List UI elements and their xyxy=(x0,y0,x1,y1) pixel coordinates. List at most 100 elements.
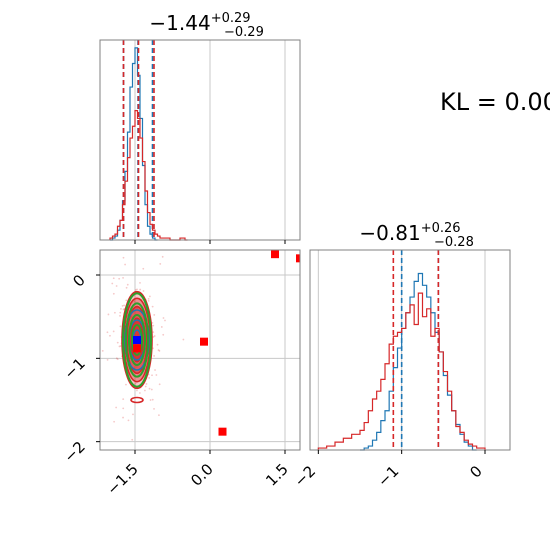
joint-sample-point xyxy=(123,304,126,307)
marginal-y-xtick-label-0: −2 xyxy=(291,462,319,490)
joint-sample-point xyxy=(118,345,121,348)
joint-sample-point xyxy=(158,231,160,233)
joint-marker-3 xyxy=(218,427,227,436)
marginal-y-title: −0.81+0.26 xyxy=(359,221,460,245)
joint-sample-point xyxy=(107,313,110,316)
joint-marker-4 xyxy=(271,250,279,259)
joint-sample-point xyxy=(148,387,151,390)
joint-sample-point xyxy=(151,398,154,401)
joint-plot-area xyxy=(77,231,300,505)
marginal-x-series-red-bars xyxy=(109,109,188,241)
joint-sample-point xyxy=(115,357,118,360)
joint-sample-point xyxy=(158,414,160,417)
marginal-y-xtick-label-2: 0 xyxy=(466,462,485,481)
joint-sample-point xyxy=(124,263,126,266)
joint-sample-point xyxy=(142,267,145,270)
marginal-x-series-blue-bars xyxy=(110,47,158,241)
joint-sample-point xyxy=(162,333,165,336)
joint-marker-2 xyxy=(200,337,208,346)
joint-sample-point xyxy=(120,308,122,310)
joint-ytick-label-2: −2 xyxy=(60,438,88,466)
joint-sample-point xyxy=(111,282,114,285)
joint-sample-point xyxy=(131,438,134,441)
joint-sample-point xyxy=(157,349,160,351)
joint-sample-point xyxy=(132,503,134,505)
joint-sample-point xyxy=(122,256,125,259)
joint-sample-point xyxy=(119,314,121,317)
joint-ytick-label-1: −1 xyxy=(60,354,88,382)
joint-sample-point xyxy=(162,317,165,319)
joint-sample-point xyxy=(153,407,155,410)
joint-sample-point xyxy=(153,314,156,316)
joint-sample-point xyxy=(119,345,122,347)
marginal-y-xtick-label-1: −1 xyxy=(374,462,402,490)
joint-sample-point xyxy=(156,343,159,346)
joint-sample-point xyxy=(145,383,148,385)
joint-sample-point xyxy=(148,295,151,298)
joint-sample-point xyxy=(115,285,118,287)
joint-sample-point xyxy=(127,419,130,422)
joint-ytick-label-0: 0 xyxy=(69,271,88,290)
joint-sample-point xyxy=(158,383,161,386)
joint-sample-point xyxy=(122,407,125,410)
joint-sample-point xyxy=(161,255,164,258)
joint-sample-point xyxy=(155,374,158,376)
joint-sample-point xyxy=(112,277,115,280)
joint-sample-point xyxy=(77,292,79,294)
marginal-y-series-red-bars xyxy=(317,292,486,450)
joint-sample-point xyxy=(118,277,121,280)
joint-sample-point xyxy=(158,350,161,352)
marginal-x-histogram xyxy=(99,39,301,244)
green-contour-2 xyxy=(125,302,149,378)
joint-marker-0 xyxy=(133,336,141,344)
kl-divergence-label: KL = 0.00 xyxy=(440,88,550,116)
joint-sample-point xyxy=(149,399,152,401)
joint-sample-point xyxy=(153,335,156,337)
joint-sample-point xyxy=(154,369,156,371)
joint-sample-point xyxy=(160,326,163,328)
joint-sample-point xyxy=(134,382,137,385)
marginal-x-frame xyxy=(99,39,301,241)
joint-sample-point xyxy=(151,374,153,377)
joint-xtick-label-2: 1.5 xyxy=(262,460,292,490)
joint-sample-point xyxy=(139,288,142,291)
joint-sample-point xyxy=(139,281,141,284)
marginal-y-title-upper: +0.26 xyxy=(421,221,461,236)
joint-sample-point xyxy=(136,288,138,291)
joint-sample-point xyxy=(125,299,128,302)
joint-sample-point xyxy=(112,330,115,333)
joint-sample-point xyxy=(106,331,109,334)
joint-sample-point xyxy=(112,292,115,295)
red-contour-island xyxy=(130,396,144,404)
joint-sample-point xyxy=(164,319,166,322)
joint-sample-point xyxy=(101,349,104,352)
marginal-x-title-lower: −0.29 xyxy=(224,25,264,40)
joint-sample-point xyxy=(122,308,125,311)
joint-sample-point xyxy=(144,389,146,392)
joint-sample-point xyxy=(134,289,137,291)
joint-sample-point xyxy=(142,290,145,292)
marginal-x-title: −1.44+0.29 xyxy=(149,11,250,35)
marginal-y-frame xyxy=(309,249,511,451)
joint-sample-point xyxy=(147,297,150,300)
joint-sample-point xyxy=(116,358,119,361)
joint-sample-point xyxy=(150,388,153,391)
joint-frame xyxy=(99,249,301,451)
green-contour-3 xyxy=(122,292,152,388)
joint-sample-point xyxy=(113,311,116,314)
joint-xtick-label-0: −1.5 xyxy=(103,460,141,498)
joint-sample-point xyxy=(119,325,122,328)
joint-sample-point xyxy=(116,341,119,344)
joint-sample-point xyxy=(126,283,129,286)
joint-sample-point xyxy=(144,385,147,388)
joint-contour-plot: −1.5 0.0 1.5 0 −1 −2 xyxy=(60,231,301,505)
marginal-x-title-value: −1.44 xyxy=(149,11,210,35)
marginal-x-title-upper: +0.29 xyxy=(211,11,251,26)
joint-sample-point xyxy=(109,334,111,337)
joint-sample-point xyxy=(119,311,122,314)
marginal-y-title-value: −0.81 xyxy=(359,221,420,245)
joint-sample-point xyxy=(121,305,124,307)
green-contour-0 xyxy=(131,324,143,356)
joint-sample-point xyxy=(125,286,128,289)
